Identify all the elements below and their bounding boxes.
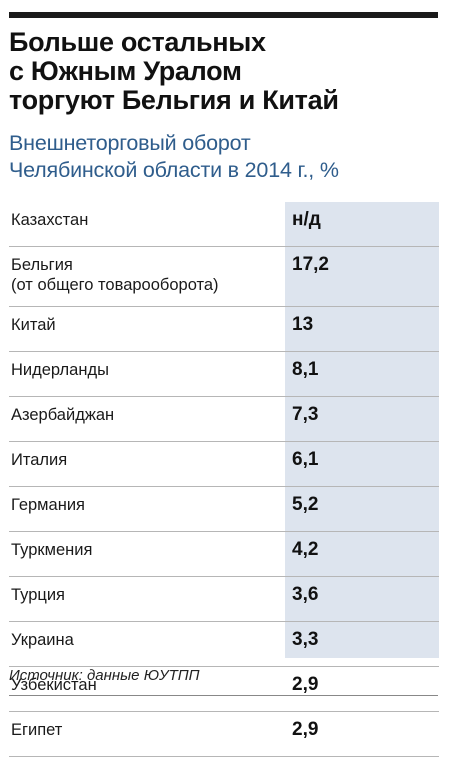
country-cell: Азербайджан [9, 396, 285, 442]
value-cell: 17,2 [285, 246, 439, 307]
country-name: Китай [11, 316, 56, 334]
value-cell: н/д [285, 202, 439, 247]
country-name: Нидерланды [11, 361, 109, 379]
value-cell: 5,2 [285, 486, 439, 532]
country-name: Бельгия [11, 256, 73, 274]
country-name: Туркмения [11, 541, 93, 559]
chart-subtitle: Внешнеторговый оборот Челябинской област… [9, 131, 339, 182]
country-cell: Нидерланды [9, 351, 285, 397]
chart-title: Больше остальных с Южным Уралом торгуют … [9, 27, 339, 115]
country-note: (от общего товарооборота) [11, 276, 219, 294]
table-row: Туркмения 4,2 [9, 531, 439, 577]
table-row: Бельгия (от общего товарооборота) 17,2 [9, 246, 439, 307]
table-row: Египет 2,9 [9, 711, 439, 757]
top-rule [9, 12, 438, 18]
table-row: Турция 3,6 [9, 576, 439, 622]
source-note: Источник: данные ЮУТПП [9, 667, 200, 684]
bottom-rule [9, 695, 438, 696]
country-name: Германия [11, 496, 85, 514]
value-cell: 4,2 [285, 531, 439, 577]
table-row: Китай 13 [9, 306, 439, 352]
country-cell: Украина [9, 621, 285, 667]
country-name: Египет [11, 721, 63, 739]
country-name: Азербайджан [11, 406, 115, 424]
value-cell: 6,1 [285, 441, 439, 487]
country-cell: Казахстан [9, 202, 285, 247]
value-cell: 3,3 [285, 621, 439, 667]
value-cell: 8,1 [285, 351, 439, 397]
value-cell: 7,3 [285, 396, 439, 442]
country-cell: Египет [9, 711, 285, 757]
table-row: Нидерланды 8,1 [9, 351, 439, 397]
country-name: Италия [11, 451, 68, 469]
country-cell: Бельгия (от общего товарооборота) [9, 246, 285, 307]
table-row: Италия 6,1 [9, 441, 439, 487]
country-cell: Германия [9, 486, 285, 532]
value-cell: 13 [285, 306, 439, 352]
country-name: Казахстан [11, 211, 89, 229]
country-cell: Италия [9, 441, 285, 487]
table-row: Азербайджан 7,3 [9, 396, 439, 442]
table-row: Германия 5,2 [9, 486, 439, 532]
country-cell: Китай [9, 306, 285, 352]
country-cell: Туркмения [9, 531, 285, 577]
value-cell: 3,6 [285, 576, 439, 622]
value-cell: 2,9 [285, 711, 439, 757]
table-row: Украина 3,3 [9, 621, 439, 667]
table-row: Казахстан н/д [9, 202, 439, 247]
country-cell: Турция [9, 576, 285, 622]
country-name: Турция [11, 586, 65, 604]
country-name: Украина [11, 631, 74, 649]
country-name: Узбекистан [11, 676, 97, 694]
